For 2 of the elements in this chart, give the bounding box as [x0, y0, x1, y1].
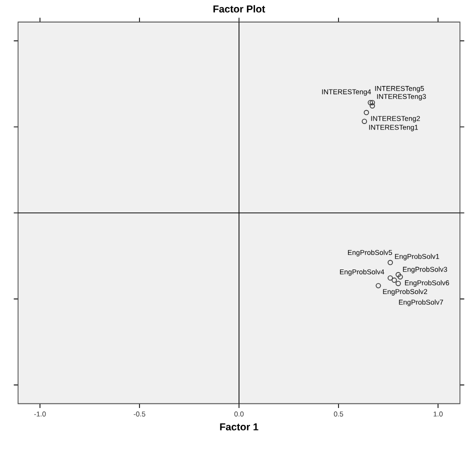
chart-title: Factor Plot — [213, 5, 266, 13]
x-axis-title: Factor 1 — [220, 423, 258, 430]
